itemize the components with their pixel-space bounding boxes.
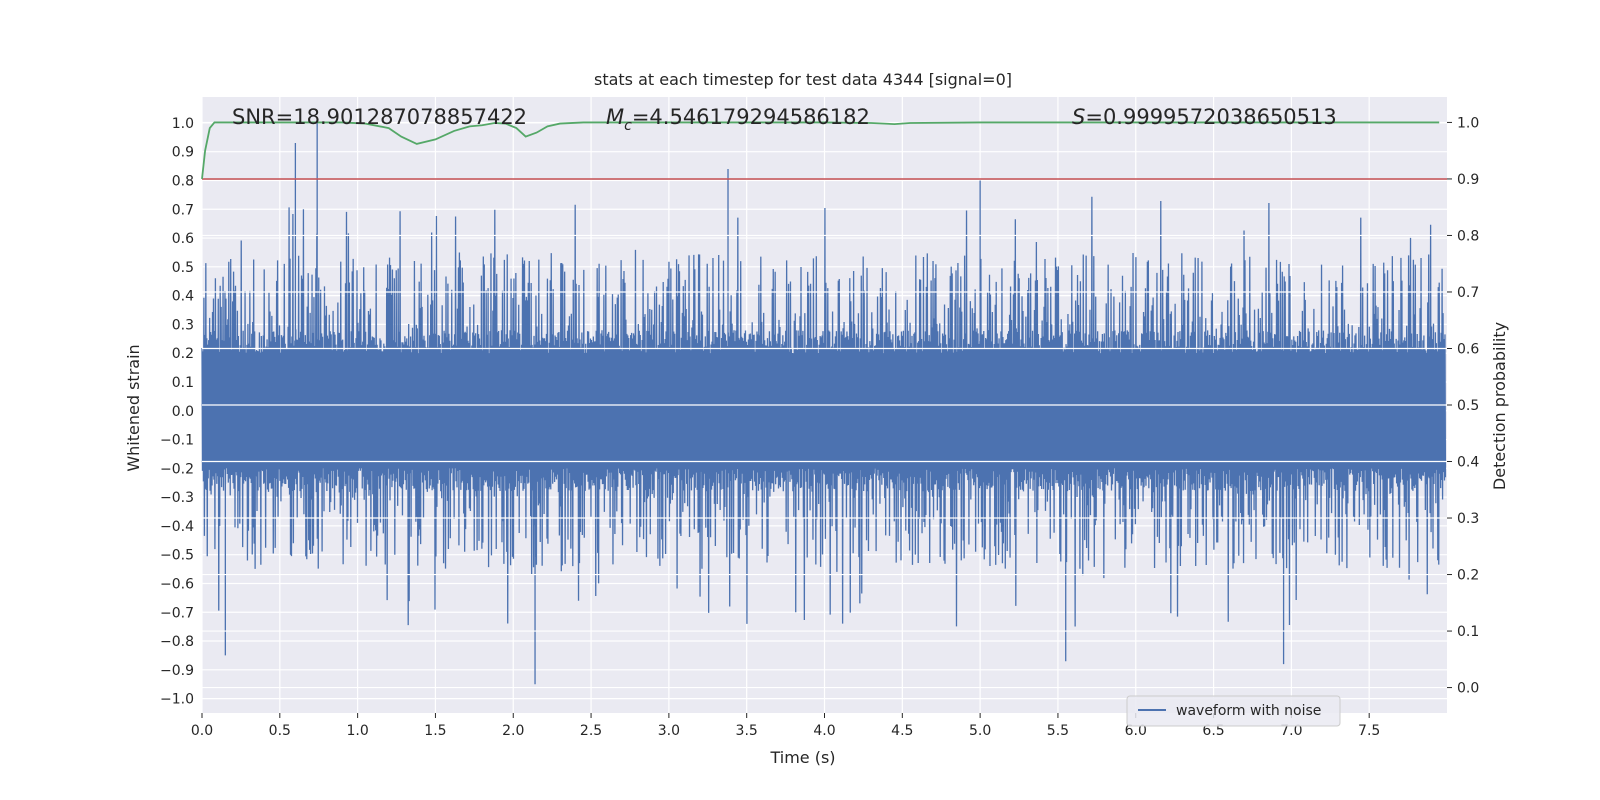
y-tick-label: −0.2	[160, 461, 194, 477]
y-tick-label: 0.2	[172, 346, 194, 362]
mc-value: =4.546179294586182	[632, 105, 870, 129]
y-tick-label: −0.8	[160, 634, 194, 650]
waveform-series	[201, 122, 1447, 685]
legend-box	[1126, 695, 1341, 727]
x-axis: 0.0 0.5 1.0 1.5 2.0 2.5 3.0 3.5 4.0 4.5 5.0 5.5 6.0 6…	[191, 713, 1380, 739]
y-axis-right: 1.0 0.9 0.8 0.7 0.6 0.5 0.4 0.3 0.2 0.1 0.0	[1447, 115, 1479, 697]
x-tick-label: 4.0	[813, 723, 835, 739]
y2-tick-label: 0.5	[1457, 398, 1479, 414]
x-tick-label: 6.5	[1202, 723, 1224, 739]
y2-tick-label: 0.2	[1457, 568, 1479, 584]
y-tick-label: −0.1	[160, 433, 194, 449]
x-tick-label: 6.0	[1125, 723, 1147, 739]
x-tick-label: 0.5	[269, 723, 291, 739]
y-tick-label: 0.0	[172, 404, 194, 420]
y2-tick-label: 0.9	[1457, 172, 1479, 188]
x-tick-label: 2.0	[502, 723, 524, 739]
y2-tick-label: 0.8	[1457, 228, 1479, 244]
y2-tick-label: 0.7	[1457, 285, 1479, 301]
s-symbol: S	[1072, 105, 1085, 129]
x-tick-label: 1.5	[424, 723, 446, 739]
x-tick-label: 4.5	[891, 723, 913, 739]
y2-axis-label: Detection probability	[1490, 322, 1509, 490]
y-tick-label: 0.1	[172, 375, 194, 391]
legend: waveform with noise	[1126, 695, 1341, 727]
y-tick-label: −0.5	[160, 548, 194, 564]
x-tick-label: 7.5	[1358, 723, 1380, 739]
x-tick-label: 7.0	[1280, 723, 1302, 739]
x-tick-label: 2.5	[580, 723, 602, 739]
y2-tick-label: 0.1	[1457, 624, 1479, 640]
x-tick-label: 3.5	[736, 723, 758, 739]
y2-tick-label: 0.4	[1457, 455, 1479, 471]
y-tick-label: −0.7	[160, 605, 194, 621]
legend-label-waveform: waveform with noise	[1176, 703, 1321, 719]
x-tick-label: 5.0	[969, 723, 991, 739]
x-tick-label: 1.0	[346, 723, 368, 739]
mc-annotation: Mc=4.546179294586182	[606, 105, 870, 134]
y2-tick-label: 0.6	[1457, 341, 1479, 357]
y-tick-label: 0.3	[172, 317, 194, 333]
y-tick-label: 0.5	[172, 260, 194, 276]
y-tick-label: 0.4	[172, 289, 194, 305]
y2-tick-label: 0.0	[1457, 681, 1479, 697]
y-tick-label: −1.0	[160, 692, 194, 708]
x-tick-label: 5.5	[1047, 723, 1069, 739]
y-axis-left: 1.0 0.9 0.8 0.7 0.6 0.5 0.4 0.3 0.2 0.1 0.0 −0.1 −0.…	[160, 116, 194, 708]
y-tick-label: −0.4	[160, 519, 194, 535]
probability-series	[201, 121, 1447, 180]
y-tick-label: 0.6	[172, 231, 194, 247]
chart-title: stats at each timestep for test data 434…	[594, 70, 1012, 89]
x-tick-label: 3.0	[658, 723, 680, 739]
y-tick-label: −0.9	[160, 663, 194, 679]
y2-tick-label: 1.0	[1457, 115, 1479, 131]
waveform-line	[201, 122, 1447, 685]
y2-tick-label: 0.3	[1457, 511, 1479, 527]
x-tick-label: 0.0	[191, 723, 213, 739]
y-tick-label: 0.7	[172, 202, 194, 218]
mc-symbol: M	[606, 105, 624, 129]
s-value: =0.9999572038650513	[1085, 105, 1336, 129]
s-annotation: S=0.9999572038650513	[1072, 105, 1337, 129]
y-tick-label: 0.8	[172, 173, 194, 189]
y-tick-label: 1.0	[172, 116, 194, 132]
y-tick-label: 0.9	[172, 145, 194, 161]
snr-annotation: SNR=18.901287078857422	[232, 105, 527, 129]
y-tick-label: −0.6	[160, 576, 194, 592]
y-tick-label: −0.3	[160, 490, 194, 506]
probability-line	[201, 121, 1440, 180]
x-axis-label: Time (s)	[769, 748, 835, 767]
mc-subscript: c	[624, 118, 632, 134]
y-axis-label: Whitened strain	[124, 344, 143, 471]
